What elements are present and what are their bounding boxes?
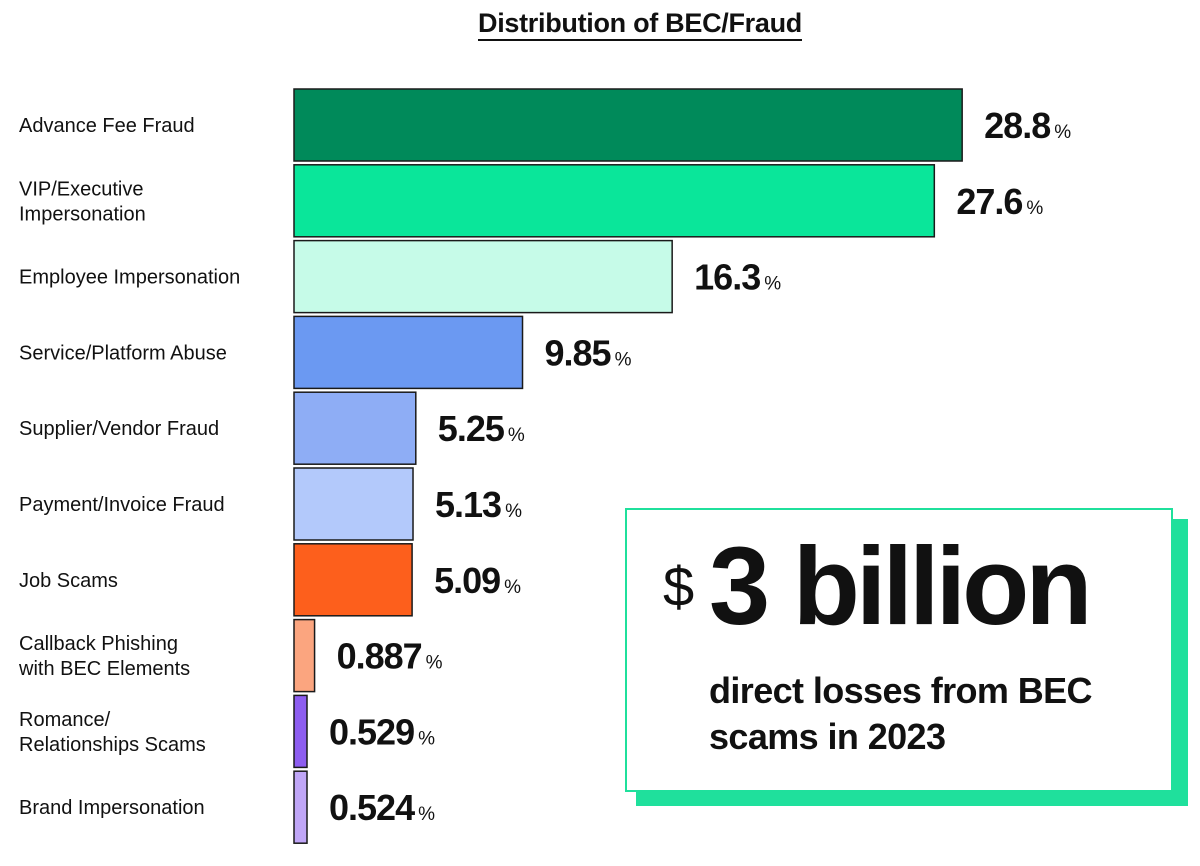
- value-label: 0.887%: [337, 636, 443, 677]
- value-label: 0.524%: [329, 787, 435, 828]
- category-label: Romance/: [19, 709, 111, 731]
- category-label: Brand Impersonation: [19, 797, 205, 819]
- category-label: VIP/Executive: [19, 178, 144, 200]
- category-label: Supplier/Vendor Fraud: [19, 418, 219, 440]
- stat-callout: $ 3 billion direct losses from BEC scams…: [625, 508, 1173, 792]
- value-label: 27.6%: [956, 181, 1043, 222]
- category-label: Employee Impersonation: [19, 267, 240, 289]
- value-label: 0.529%: [329, 711, 435, 752]
- bar: [293, 239, 673, 314]
- bar: [293, 467, 414, 541]
- value-label: 5.25%: [438, 408, 525, 449]
- category-label: Advance Fee Fraud: [19, 115, 195, 137]
- category-label: Callback Phishing: [19, 633, 178, 655]
- bar: [293, 391, 417, 465]
- category-label: Impersonation: [19, 203, 146, 225]
- currency-symbol: $: [663, 555, 695, 618]
- bar: [293, 543, 413, 617]
- loss-caption: direct losses from BEC scams in 2023: [709, 670, 1093, 757]
- bar: [293, 770, 308, 844]
- bar: [293, 88, 963, 162]
- value-label: 5.09%: [434, 560, 521, 601]
- bar: [293, 618, 316, 693]
- value-label: 5.13%: [435, 484, 522, 525]
- category-label: Job Scams: [19, 570, 118, 592]
- chart-title: Distribution of BEC/Fraud: [0, 8, 1200, 41]
- category-label: Payment/Invoice Fraud: [19, 494, 225, 516]
- bar: [293, 164, 936, 238]
- bar: [293, 694, 308, 769]
- value-label: 9.85%: [545, 332, 632, 373]
- value-label: 28.8%: [984, 105, 1071, 146]
- category-label: Relationships Scams: [19, 734, 206, 756]
- category-label: with BEC Elements: [18, 658, 190, 680]
- loss-amount: 3 billion: [709, 525, 1093, 648]
- bar: [293, 315, 524, 390]
- value-label: 16.3%: [694, 257, 781, 298]
- category-label: Service/Platform Abuse: [19, 342, 227, 364]
